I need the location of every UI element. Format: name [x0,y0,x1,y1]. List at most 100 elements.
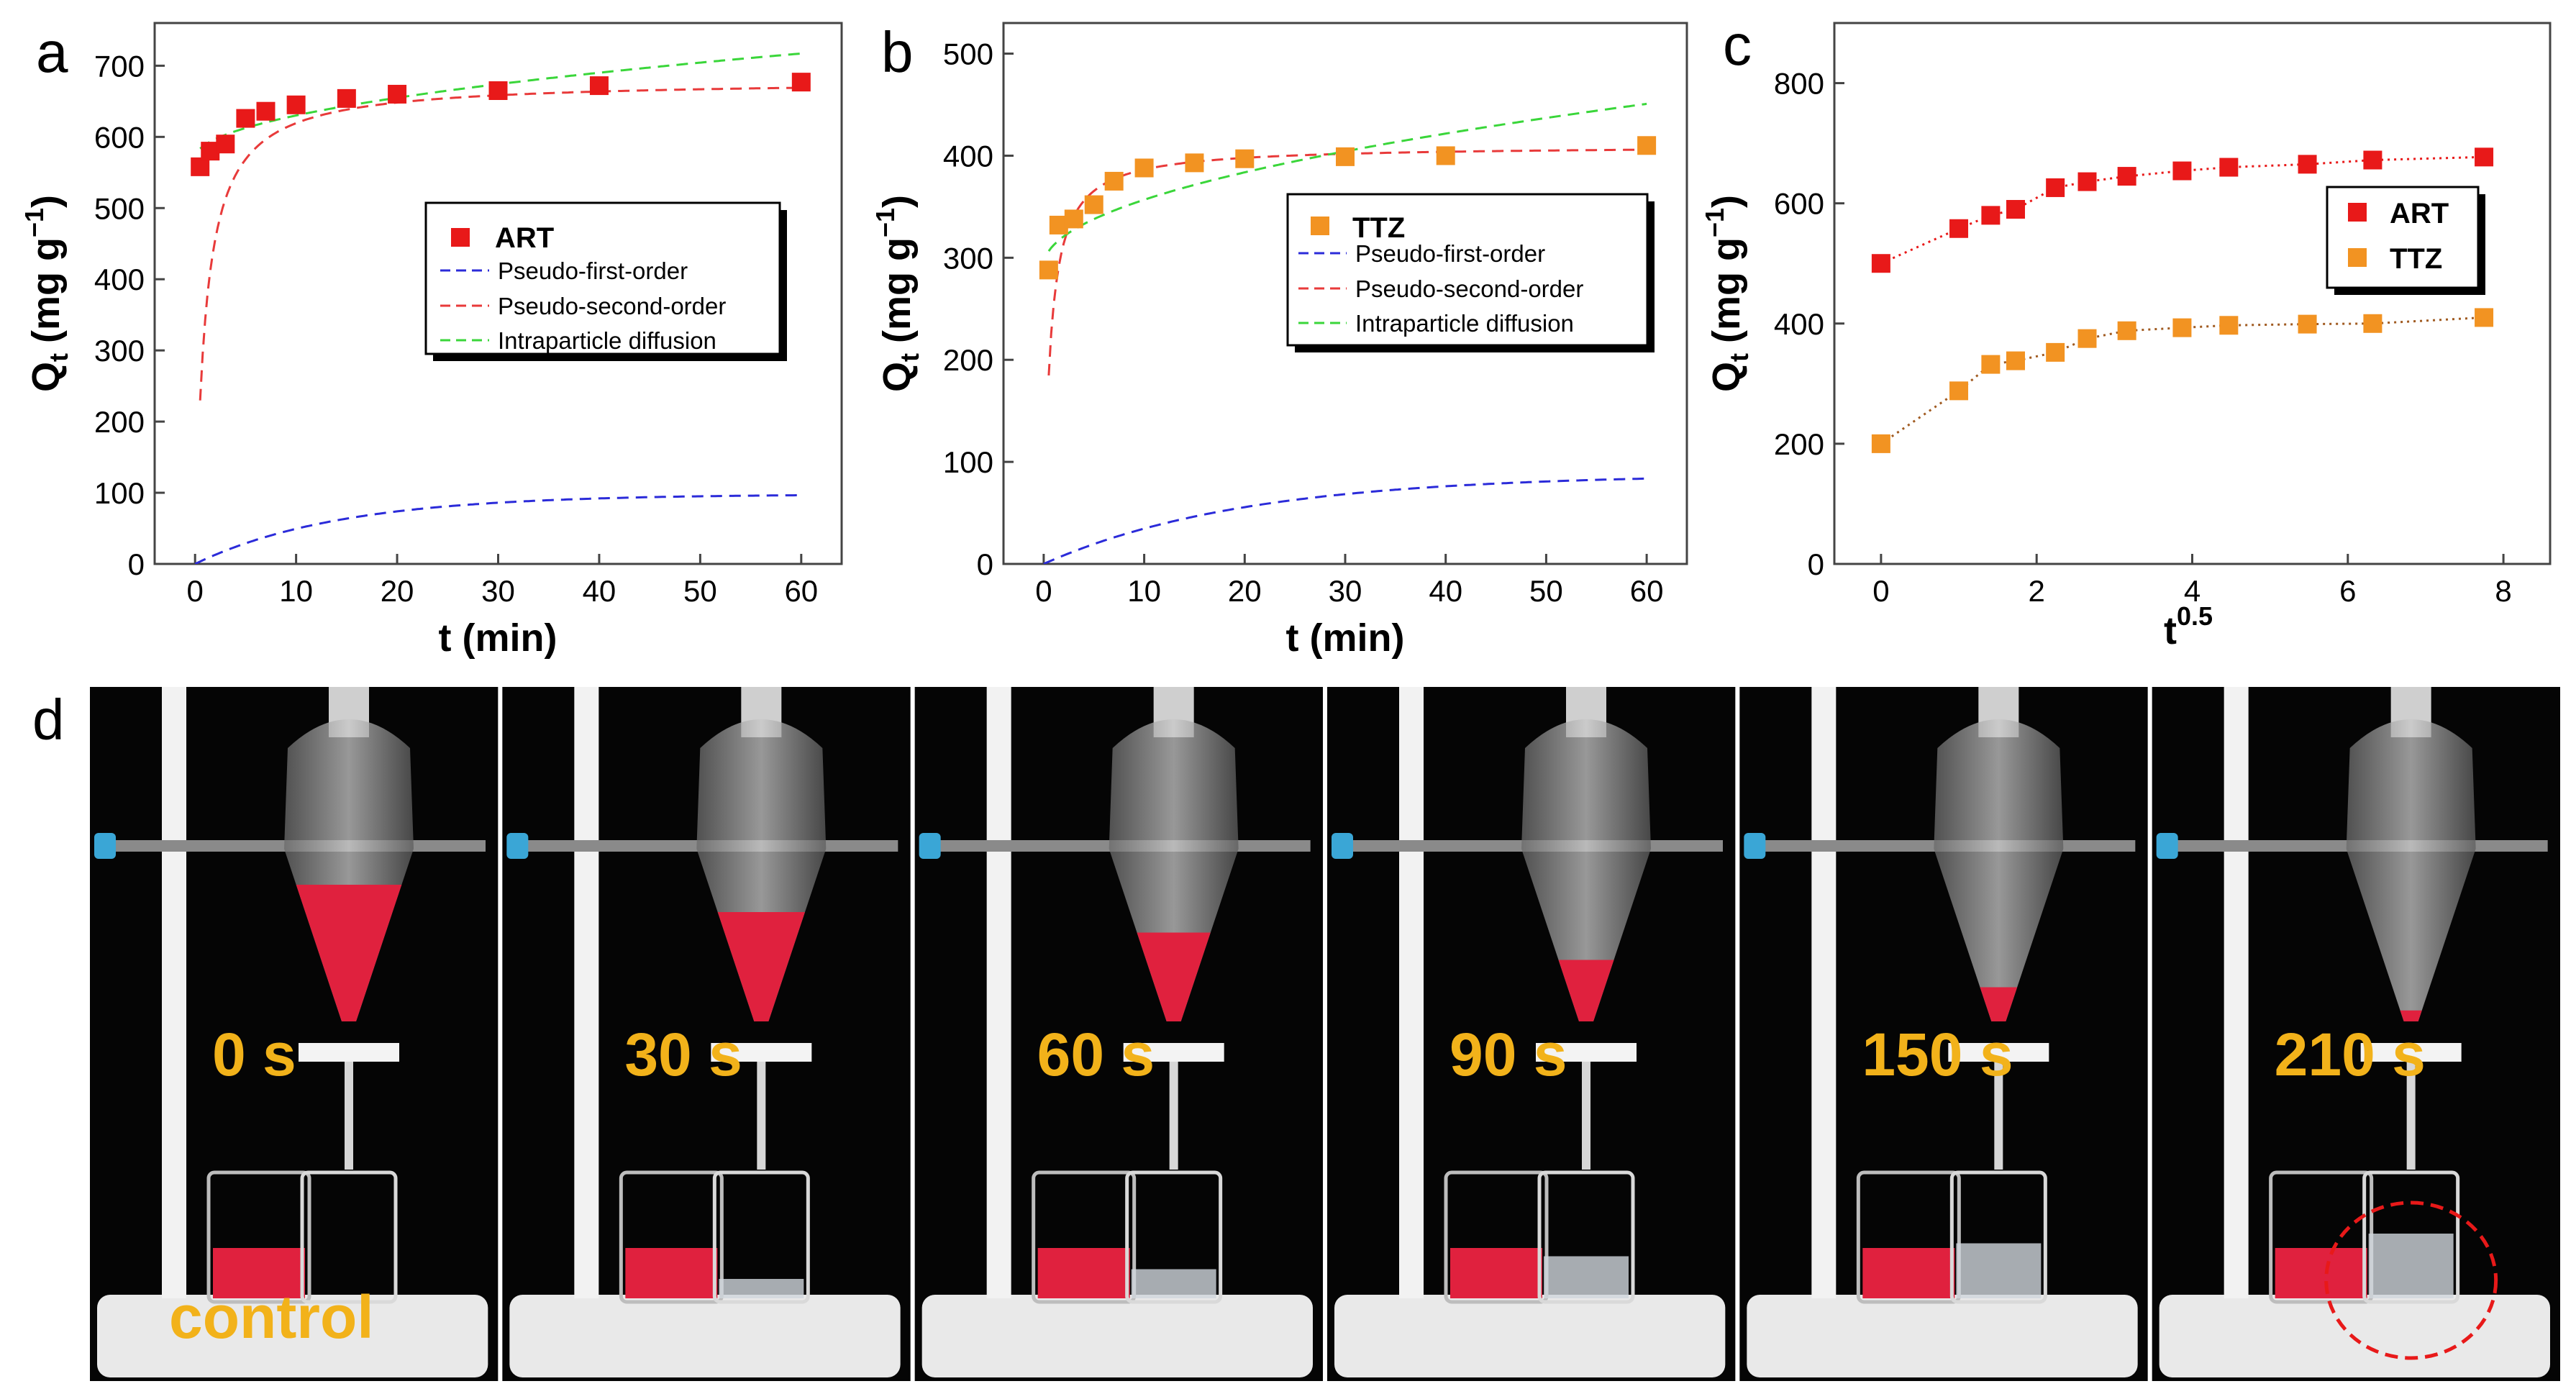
panel-a-x-tick-label: 20 [381,574,414,608]
panel-b-data-point [1084,195,1103,214]
panel-c-legend-ttz: TTZ [2390,243,2442,275]
panel-c-ttz-point [2219,316,2239,335]
collecting-beaker [300,1170,398,1304]
panel-c-y-tick-label: 200 [1774,427,1824,461]
collecting-beaker [712,1170,810,1304]
collecting-beaker [1125,1170,1223,1304]
panel-b-y-tick-label: 500 [943,37,993,71]
panel-c-ttz-point [2117,321,2136,340]
collecting-beaker [2362,1170,2460,1304]
stopcock [1948,1043,2049,1062]
panel-a-y-axis-label: Qt(mg g−1) [19,195,73,392]
panel-b-x-tick-label: 0 [1035,574,1052,608]
stand-base [2159,1295,2550,1377]
funnel-liquid [2400,1010,2422,1021]
clamp-knob [1332,833,1353,859]
separatory-funnel [2346,719,2476,1021]
funnel-stem [1582,1062,1590,1170]
stopcock [1123,1043,1224,1062]
clamp-knob [919,833,941,859]
photo-time-label: 0 s [212,1021,296,1088]
panel-c-art-trend-line [1880,155,2485,265]
panel-c-ttz-trend-line [1880,316,2485,445]
panel-a-x-tick-label: 0 [186,574,203,608]
stand-base [1747,1295,2138,1377]
panel-c-art-point [2363,150,2382,170]
photo-frame-1: 30 s [502,687,911,1381]
control-beaker-liquid [1450,1248,1542,1298]
panel-c-axis-ticks: 0 2 4 6 8 0 200 400 600 800 [1774,67,2512,608]
panel-a-y-tick-label: 300 [94,334,145,368]
panel-a-legend-ipd: Intraparticle diffusion [498,327,716,354]
panel-a-y-tick-label: 100 [94,476,145,510]
panel-label-a: a [36,20,68,84]
panel-a-pseudo-second-order-curve [199,86,801,401]
clamp-knob [94,833,116,859]
panel-b-x-tick-label: 60 [1630,574,1664,608]
stand-base [509,1295,901,1377]
control-label: control [169,1283,374,1351]
panel-c-art-point [2046,178,2065,197]
panel-c-legend-marker-ttz [2348,248,2367,267]
funnel-liquid [1980,987,2018,1021]
photo-frame-4: 150 s [1739,687,2148,1381]
panel-b-axis-ticks: 0 10 20 30 40 50 60 0 100 200 300 400 500 [943,37,1664,608]
clamp-knob [2156,833,2178,859]
stand-base [97,1295,488,1377]
collecting-beaker-liquid [1544,1256,1629,1298]
panel-a-y-tick-label: 200 [94,405,145,439]
panel-a-data-point [236,109,255,128]
panel-b-x-tick-label: 30 [1329,574,1362,608]
photo-frame-2: 60 s [914,687,1323,1381]
panel-b-y-tick-label: 400 [943,139,993,173]
control-beaker-liquid [213,1248,305,1298]
panel-a-data-point [488,81,508,100]
panel-a-data-points [191,73,811,176]
panel-c-ttz-point [2006,351,2025,370]
panel-b-data-points [1039,136,1657,280]
panel-c-art-point [2298,155,2317,174]
stand-rod [1399,687,1424,1298]
panel-b-data-point [1436,146,1455,165]
panel-a-y-tick-label: 500 [94,191,145,225]
panel-c-art-point [1949,219,1969,238]
panel-c-legend: ART TTZ [2326,186,2485,295]
control-beaker-liquid [1862,1248,1955,1298]
funnel-stem [2406,1062,2416,1170]
panel-c-x-tick-label: 8 [2495,574,2511,608]
panel-c-y-tick-label: 800 [1774,67,1824,101]
stand-rod [574,687,599,1298]
panel-b-x-tick-label: 40 [1429,574,1462,608]
panel-c-art-point [2475,147,2494,167]
panel-b-x-tick-label: 20 [1228,574,1262,608]
panel-c-art-point [1871,254,1890,273]
panel-c-ttz-point [1981,355,2001,374]
panel-b-data-point [1185,153,1204,173]
panel-label-c: c [1723,13,1752,77]
funnel-liquid [1558,960,1614,1021]
panel-a-legend-box [424,201,781,355]
panel-c-chart: c 0 2 4 6 8 0 200 400 600 800 t0.5 Qt(mg g−1) ART… [1700,13,2552,652]
photo-time-label: 30 s [624,1021,742,1088]
photo-time-label: 150 s [1862,1021,2013,1088]
photo-frame-5: 210 s [2152,687,2560,1381]
panel-b-legend-box [1286,193,1649,347]
photo-time-label: 210 s [2275,1021,2426,1088]
photo-time-label: 90 s [1449,1021,1567,1088]
control-beaker [1032,1170,1137,1304]
funnel-stem [757,1062,766,1170]
separatory-funnel [1934,719,2064,1021]
panel-a-legend-pso: Pseudo-second-order [498,293,726,319]
collecting-beaker-liquid [1131,1269,1216,1298]
panel-b-y-tick-label: 200 [943,343,993,377]
funnel-liquid [717,912,805,1021]
panel-c-x-tick-label: 2 [2029,574,2045,608]
panel-a-y-tick-label: 400 [94,263,145,296]
panel-b-y-axis-label: Qt(mg g−1) [870,195,924,392]
collecting-beaker-liquid [2368,1234,2454,1298]
stand-rod [986,687,1011,1298]
control-beaker [1856,1170,1961,1304]
panel-b-x-tick-label: 10 [1127,574,1161,608]
